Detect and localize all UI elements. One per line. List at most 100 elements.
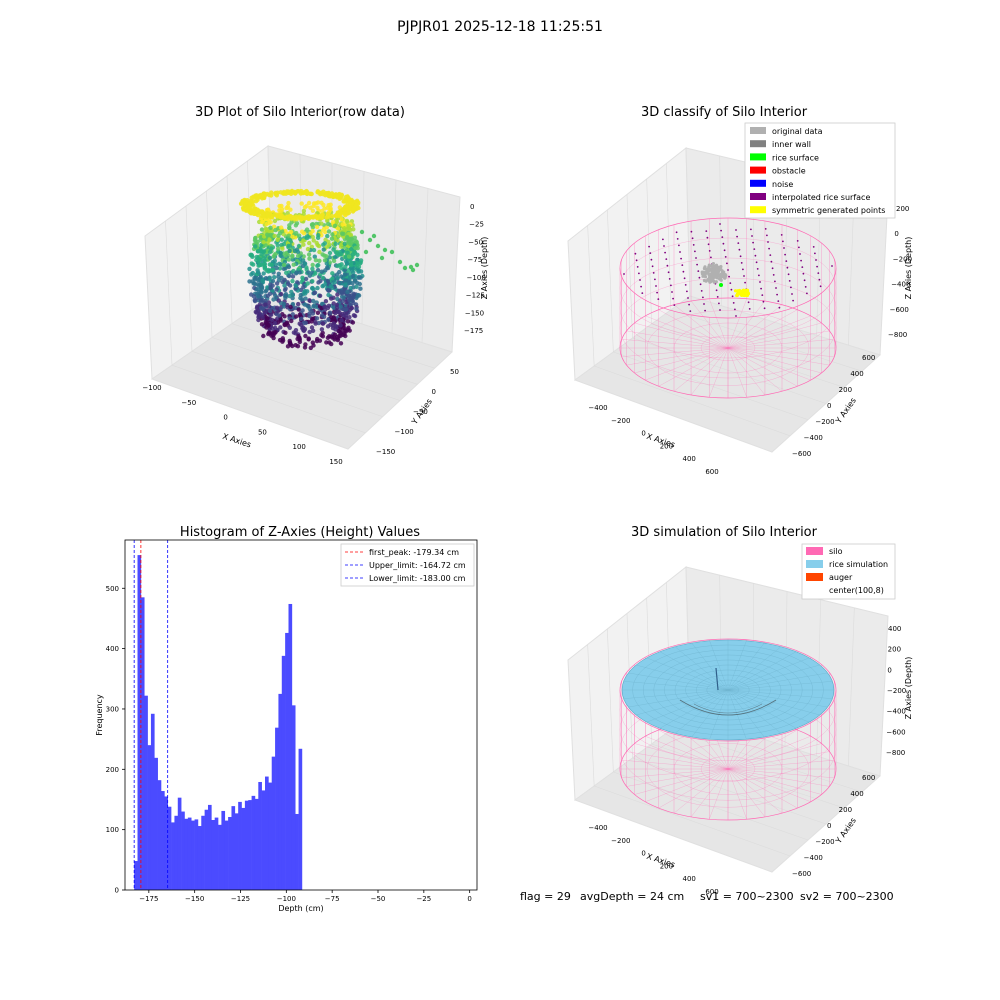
raw-point (339, 318, 344, 323)
interp-point (819, 285, 822, 288)
raw-point (258, 283, 264, 288)
raw-point (336, 288, 341, 293)
simulation-plot-title: 3D simulation of Silo Interior (631, 525, 818, 540)
raw-point (339, 274, 344, 279)
raw-point (251, 294, 257, 299)
raw-point (316, 233, 321, 238)
rice-mesh-spoke (674, 689, 729, 734)
rice-mesh-spoke (674, 646, 729, 691)
interp-point (768, 247, 770, 250)
z-tick-label: −800 (886, 749, 905, 757)
raw-point (340, 299, 345, 304)
raw-point (273, 227, 278, 233)
legend-swatch (806, 547, 823, 555)
raw-point (267, 308, 273, 314)
raw-point (307, 273, 312, 278)
raw-point (272, 321, 278, 326)
raw-point (310, 208, 316, 213)
raw-point (325, 205, 330, 210)
interp-point (702, 296, 704, 299)
raw-point (299, 201, 304, 206)
raw-point (246, 204, 252, 210)
raw-point (301, 242, 306, 247)
raw-point (280, 336, 285, 341)
raw-point (278, 250, 283, 256)
raw-point (269, 317, 275, 323)
rice-mesh-spoke (727, 640, 747, 691)
raw-point (311, 238, 316, 243)
depth-histogram: Histogram of Z-Axies (Height) Values −17… (95, 525, 478, 913)
raw-point (367, 237, 373, 243)
rice-mesh-spoke (727, 689, 810, 723)
raw-point (301, 328, 307, 333)
histogram-bar (191, 820, 195, 890)
raw-point (315, 205, 320, 210)
histogram-bar (204, 809, 209, 890)
raw-point (287, 338, 292, 344)
interp-point (723, 249, 726, 252)
histogram-bar (248, 800, 252, 890)
raw-point (259, 290, 264, 295)
x-tick-label: −150 (185, 895, 204, 903)
raw-point (351, 227, 356, 232)
raw-point (271, 224, 277, 229)
raw-point (284, 321, 289, 326)
raw-point (311, 298, 316, 304)
x-tick-label: 0 (641, 850, 645, 858)
raw-scatter-points (238, 188, 420, 351)
histogram-bar (281, 655, 286, 890)
interp-point (782, 240, 784, 243)
original-point (703, 265, 707, 269)
raw-point (345, 195, 350, 200)
raw-point (315, 336, 320, 342)
raw-point (344, 307, 349, 312)
interp-point (704, 309, 706, 312)
rice-mesh-spoke (709, 640, 729, 691)
raw-point (319, 313, 325, 318)
silo-floor-ring (700, 756, 756, 782)
raw-point (279, 207, 285, 212)
rice-mesh-spoke (727, 672, 828, 691)
raw-point (319, 301, 325, 307)
raw-point (260, 210, 265, 215)
interp-point (760, 287, 762, 290)
raw-point (267, 255, 273, 261)
raw-point (266, 300, 271, 305)
raw-point (346, 280, 351, 285)
raw-data-3d-plot: 3D Plot of Silo Interior(row data) −100−… (142, 105, 489, 466)
interp-point (695, 257, 697, 259)
raw-point (302, 290, 307, 295)
raw-point (298, 191, 304, 196)
raw-point (249, 272, 254, 277)
raw-point (254, 193, 259, 198)
raw-point (321, 226, 327, 231)
sv2-text: sv2 = 700~2300 (800, 890, 894, 903)
interp-point (790, 286, 792, 289)
interp-point (689, 310, 692, 312)
raw-point (261, 333, 266, 339)
raw-point (276, 271, 281, 276)
interp-point (775, 287, 777, 289)
rice-mesh-spoke (623, 689, 729, 699)
y-tick-label: 200 (106, 766, 119, 774)
interp-point (780, 234, 783, 236)
raw-point (309, 325, 315, 330)
interp-point (650, 258, 653, 261)
symmetric-point (740, 293, 744, 297)
raw-point (313, 258, 319, 263)
interp-point (636, 266, 639, 268)
raw-point (247, 266, 252, 272)
pane-gridlines (587, 575, 863, 857)
raw-point (261, 271, 266, 276)
raw-point (267, 276, 272, 281)
histogram-bar (150, 713, 155, 890)
raw-point (339, 216, 344, 222)
interp-point (804, 286, 807, 288)
raw-point (287, 325, 292, 330)
interp-point (703, 303, 705, 305)
histogram-bar (167, 806, 172, 890)
raw-point (309, 214, 315, 220)
raw-point (255, 197, 260, 202)
classify-3d-plot: 3D classify of Silo Interior −400−200020… (567, 105, 913, 476)
raw-point (353, 245, 358, 251)
